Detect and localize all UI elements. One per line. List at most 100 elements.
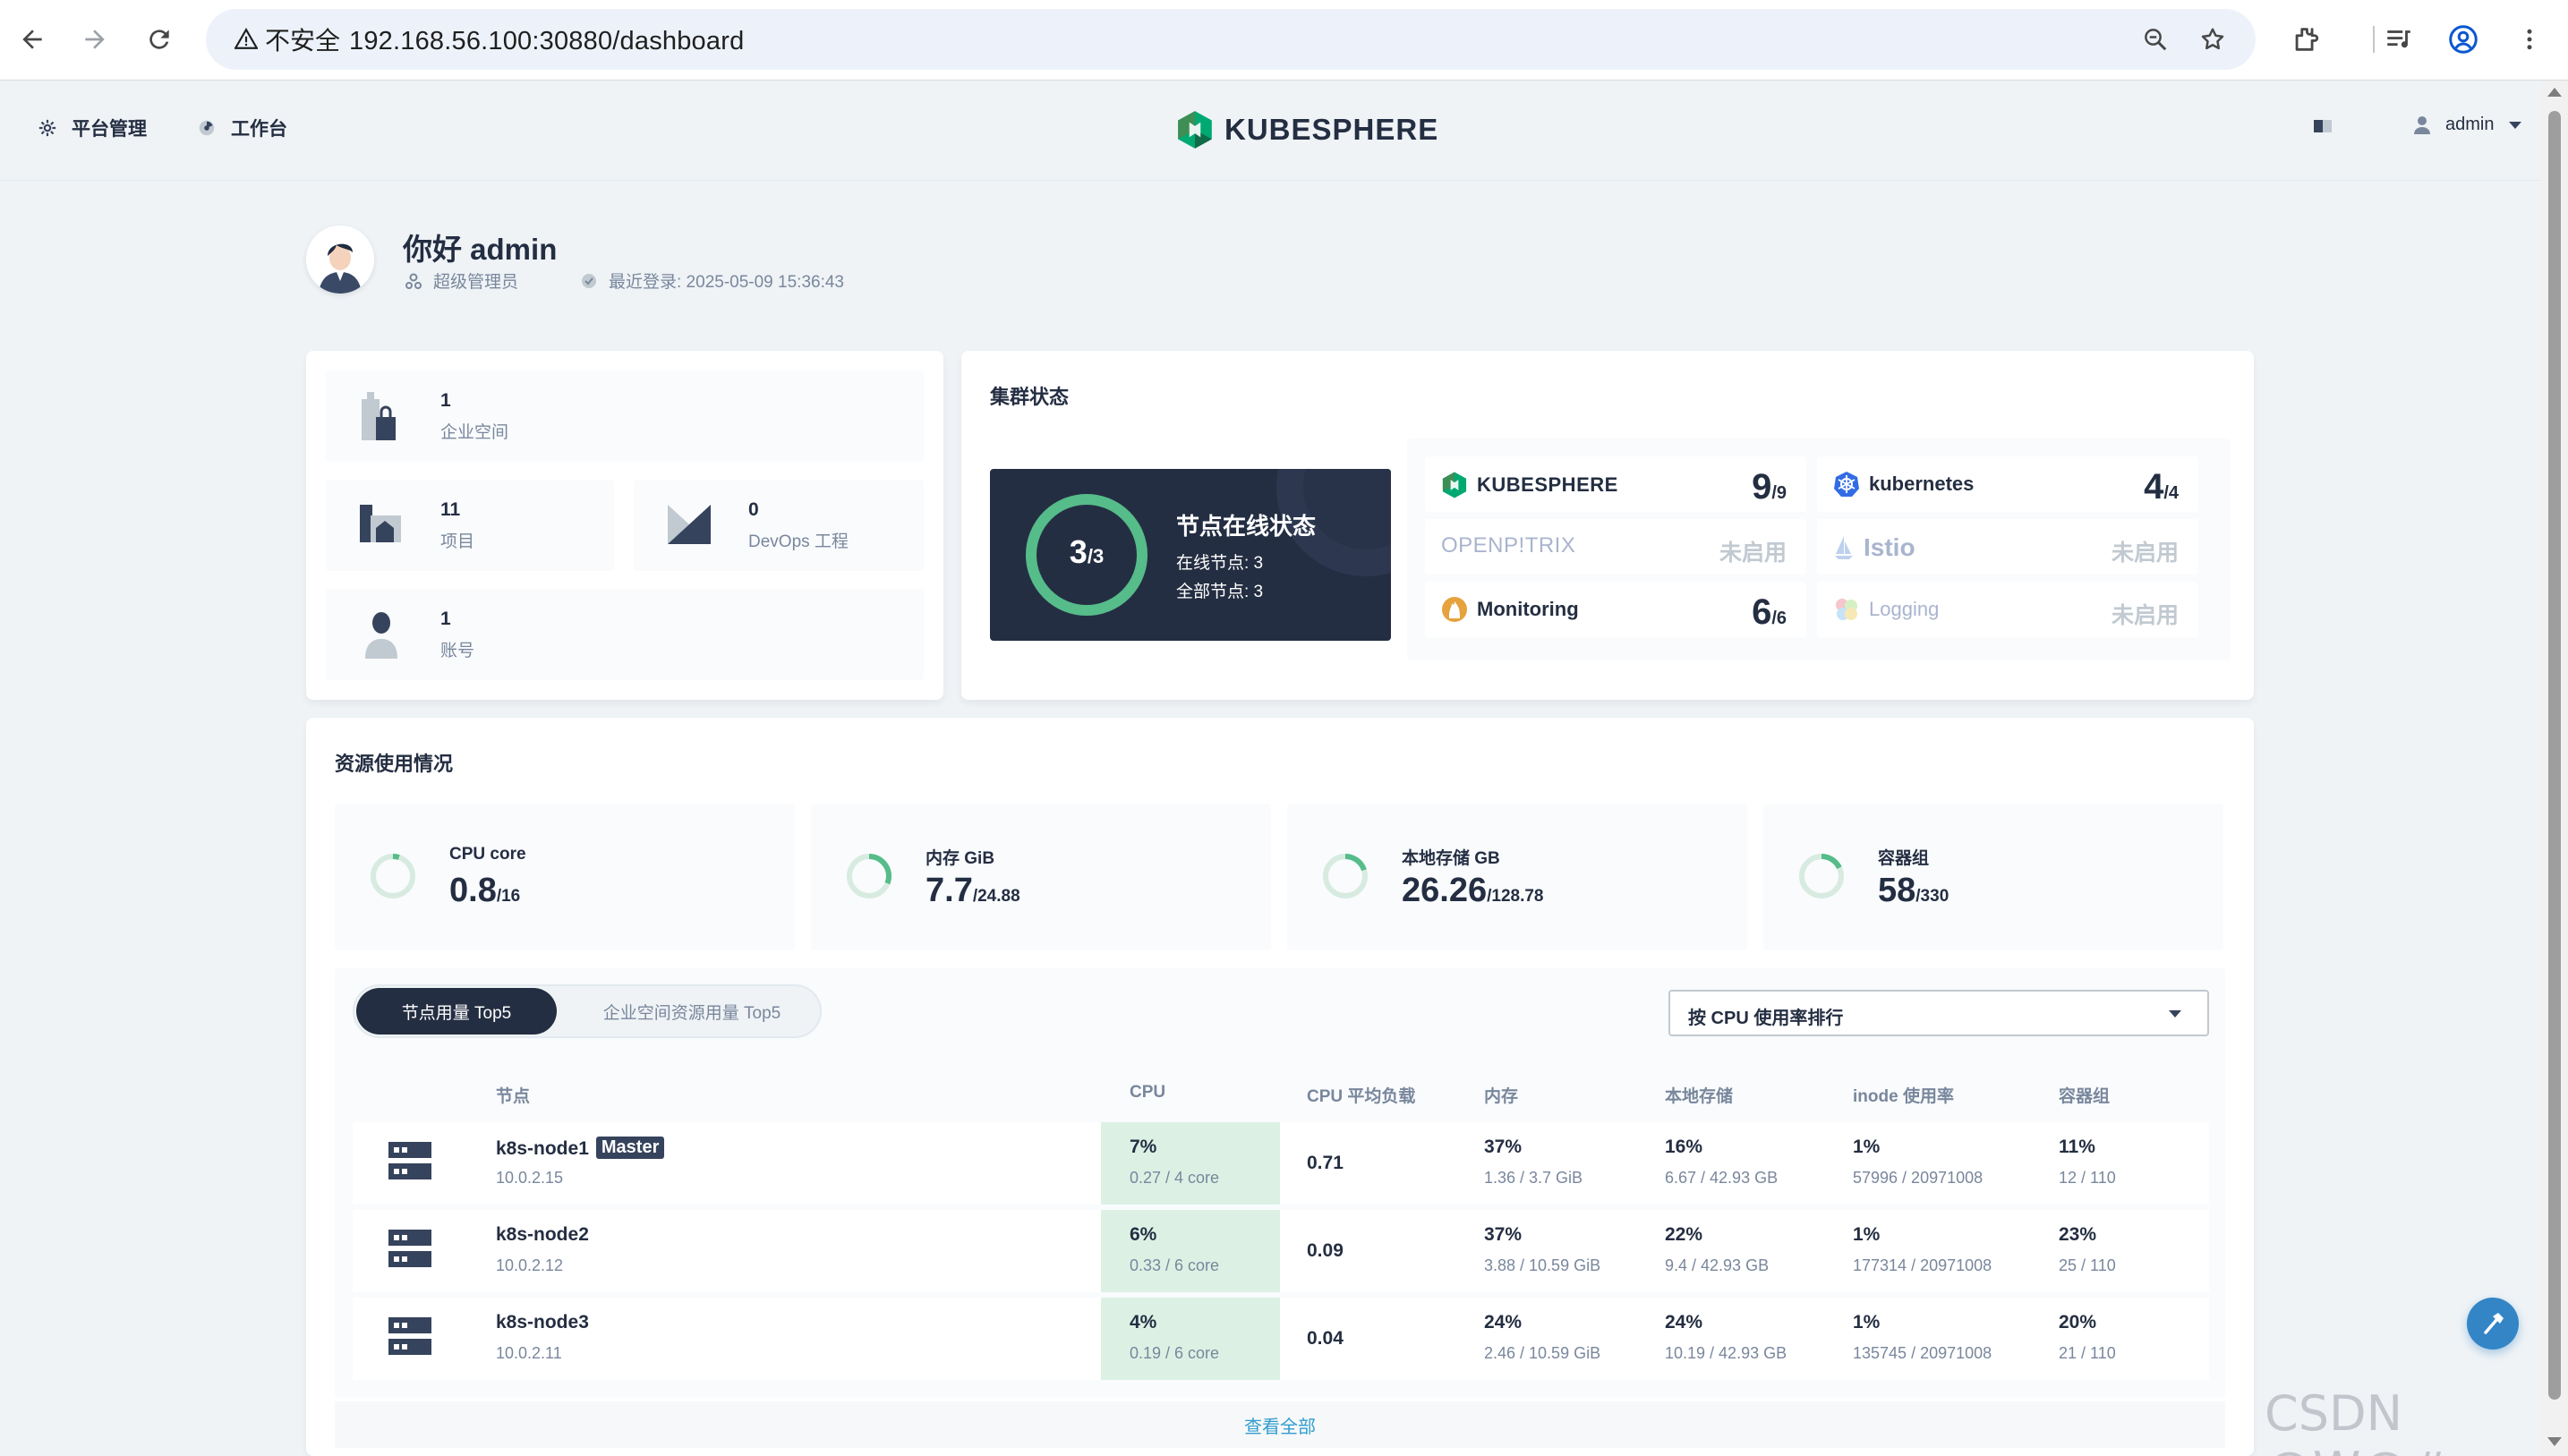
url-text[interactable]: 192.168.56.100:30880/dashboard — [349, 27, 745, 55]
col-memory[interactable]: 内存 — [1484, 1087, 1519, 1106]
cpu-detail: 0.33 / 6 core — [1130, 1256, 1220, 1274]
watermark-text: CSDN @W@# — [2265, 1385, 2450, 1456]
kubesphere-logo[interactable]: KUBESPHERE — [1176, 109, 1438, 150]
col-node: 节点 — [496, 1087, 531, 1106]
storage-label: 本地存储 GB — [1402, 849, 1500, 868]
tab-workspace-usage[interactable]: 企业空间资源用量 Top5 — [602, 1003, 781, 1023]
page-scrollbar[interactable] — [2541, 81, 2568, 1456]
component-istio-name: Istio — [1833, 533, 1915, 562]
workbench-menu-label: 工作台 — [231, 119, 287, 140]
mem-detail: 2.46 / 10.59 GiB — [1484, 1344, 1601, 1362]
browser-menu-icon[interactable] — [2510, 20, 2549, 59]
component-kubesphere-name: KUBESPHERE — [1441, 471, 1618, 499]
projects-stat[interactable]: 11 项目 — [326, 480, 614, 571]
node-name[interactable]: k8s-node1 Master — [496, 1137, 665, 1160]
node-online-status-panel[interactable]: 3/3 节点在线状态 在线节点: 3 全部节点: 3 — [990, 469, 1391, 641]
resource-cpu[interactable]: CPU core 0.8/16 — [335, 804, 795, 950]
toolbox-icon[interactable] — [2313, 118, 2333, 134]
disk-detail: 9.4 / 42.93 GB — [1665, 1256, 1770, 1274]
avatar — [306, 226, 374, 294]
platform-menu[interactable]: 平台管理 — [38, 115, 147, 141]
storage-value: 26.26/128.78 — [1402, 872, 1544, 909]
toolbox-fab[interactable] — [2467, 1298, 2519, 1350]
inode-detail: 135745 / 20971008 — [1853, 1344, 1992, 1362]
server-node-icon — [388, 1317, 431, 1355]
cpu-load: 0.71 — [1307, 1153, 1344, 1173]
accounts-stat[interactable]: 1 账号 — [326, 589, 924, 680]
back-button[interactable] — [11, 18, 54, 61]
resource-memory[interactable]: 内存 GiB 7.7/24.88 — [811, 804, 1271, 950]
scroll-up-arrow-icon[interactable] — [2547, 88, 2562, 97]
cpu-highlight — [1101, 1122, 1280, 1205]
projects-label: 项目 — [440, 532, 475, 551]
cpu-highlight — [1101, 1298, 1280, 1380]
component-istio[interactable]: Istio 未启用 — [1817, 519, 2198, 575]
component-logging[interactable]: Logging 未启用 — [1817, 582, 2198, 637]
col-storage[interactable]: 本地存储 — [1665, 1087, 1734, 1106]
mem-detail: 3.88 / 10.59 GiB — [1484, 1256, 1601, 1274]
user-menu[interactable]: admin — [2413, 115, 2522, 135]
media-queue-icon[interactable] — [2379, 20, 2419, 59]
forward-arrow-icon — [85, 30, 105, 49]
sort-select[interactable]: 按 CPU 使用率排行 — [1668, 990, 2209, 1036]
zoom-icon[interactable] — [2137, 21, 2173, 57]
col-cpu[interactable]: CPU — [1130, 1083, 1166, 1102]
logging-icon — [1836, 599, 1857, 620]
forward-button[interactable] — [73, 18, 116, 61]
user-icon — [2414, 115, 2430, 134]
reload-button[interactable] — [138, 18, 181, 61]
node-total-suffix: /3 — [1087, 545, 1105, 567]
node-name[interactable]: k8s-node2 — [496, 1224, 589, 1245]
scroll-down-arrow-icon[interactable] — [2547, 1437, 2562, 1446]
devops-count: 0 — [748, 499, 759, 520]
reload-icon — [149, 30, 169, 49]
role-label: 超级管理员 — [433, 273, 519, 292]
table-row[interactable]: k8s-node2 10.0.2.12 6% 0.33 / 6 core 0.0… — [353, 1210, 2209, 1292]
mem-detail: 1.36 / 3.7 GiB — [1484, 1169, 1583, 1187]
resource-pods[interactable]: 容器组 58/330 — [1763, 804, 2223, 950]
platform-menu-label: 平台管理 — [72, 119, 147, 140]
component-kubesphere[interactable]: KUBESPHERE 9/9 — [1425, 456, 1806, 512]
hammer-icon — [2484, 1313, 2504, 1334]
component-kubernetes-count: 4/4 — [2144, 467, 2179, 507]
col-pods[interactable]: 容器组 — [2059, 1087, 2111, 1106]
security-chip[interactable]: 不安全 — [222, 20, 358, 59]
col-inode[interactable]: inode 使用率 — [1853, 1087, 1954, 1106]
workbench-menu[interactable]: 工作台 — [197, 115, 287, 141]
node-name[interactable]: k8s-node3 — [496, 1312, 589, 1333]
cluster-status-title: 集群状态 — [990, 386, 1070, 408]
extensions-icon[interactable] — [2286, 20, 2325, 59]
tab-node-usage[interactable]: 节点用量 Top5 — [356, 988, 557, 1035]
inode-detail: 177314 / 20971008 — [1853, 1256, 1992, 1274]
component-logging-name: Logging — [1833, 596, 1939, 623]
disk-detail: 6.67 / 42.93 GB — [1665, 1169, 1779, 1187]
table-row[interactable]: k8s-node1 Master 10.0.2.15 7% 0.27 / 4 co… — [353, 1122, 2209, 1205]
devops-stat[interactable]: 0 DevOps 工程 — [634, 480, 924, 571]
pods-usage-ring — [1799, 854, 1844, 898]
node-ip: 10.0.2.12 — [496, 1256, 564, 1274]
master-badge: Master — [595, 1137, 665, 1159]
address-bar[interactable]: 不安全 192.168.56.100:30880/dashboard — [206, 9, 2256, 70]
component-istio-status: 未启用 — [2111, 541, 2179, 566]
mem-percent: 24% — [1484, 1312, 1523, 1333]
bookmark-star-icon[interactable] — [2195, 21, 2231, 57]
resource-storage[interactable]: 本地存储 GB 26.26/128.78 — [1287, 804, 1747, 950]
col-cpu-load[interactable]: CPU 平均负载 — [1307, 1087, 1416, 1106]
inode-percent: 1% — [1853, 1224, 1881, 1245]
profile-icon[interactable] — [2444, 20, 2483, 59]
component-openpitrix[interactable]: OPENP!TRIX 未启用 — [1425, 519, 1806, 575]
storage-usage-ring — [1323, 854, 1368, 898]
table-row[interactable]: k8s-node3 10.0.2.11 4% 0.19 / 6 core 0.0… — [353, 1298, 2209, 1380]
scroll-thumb[interactable] — [2548, 111, 2561, 1400]
pods-detail: 21 / 110 — [2059, 1344, 2116, 1362]
server-node-icon — [388, 1230, 431, 1267]
component-monitoring-name: Monitoring — [1441, 596, 1579, 623]
component-monitoring[interactable]: Monitoring 6/6 — [1425, 582, 1806, 637]
view-all-link[interactable]: 查看全部 — [335, 1401, 2225, 1448]
workspaces-stat[interactable]: 1 企业空间 — [326, 370, 924, 462]
account-user-icon — [365, 612, 397, 659]
component-kubernetes[interactable]: kubernetes 4/4 — [1817, 456, 2198, 512]
component-monitoring-count: 6/6 — [1752, 592, 1787, 632]
gear-icon — [38, 119, 56, 137]
cpu-label: CPU core — [449, 845, 526, 864]
